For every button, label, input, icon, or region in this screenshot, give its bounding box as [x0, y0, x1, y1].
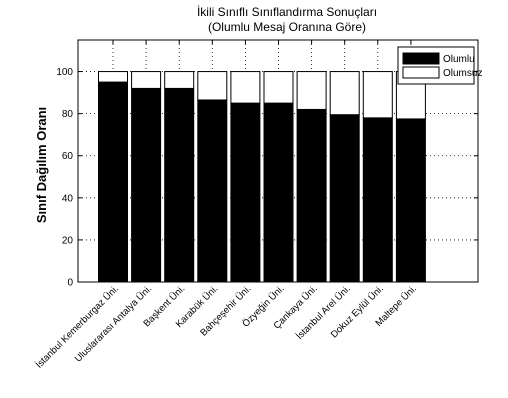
- y-tick-label: 60: [62, 151, 74, 162]
- bars-group: [98, 71, 426, 283]
- bar-olumlu: [197, 99, 228, 283]
- bar-olumlu: [263, 102, 294, 283]
- bar-olumlu: [296, 108, 327, 283]
- bar-olumlu: [164, 87, 195, 283]
- bar-olumsuz: [263, 71, 294, 104]
- y-tick-label: 20: [62, 235, 74, 246]
- bar-olumsuz: [131, 71, 162, 89]
- y-tick-label: 100: [56, 67, 73, 78]
- legend-label-olumlu: Olumlu: [443, 54, 475, 65]
- chart-subtitle: (Olumlu Mesaj Oranına Göre): [208, 20, 366, 34]
- y-axis-label: Sınıf Dağılım Oranı: [34, 107, 49, 223]
- bar-olumsuz: [362, 71, 393, 119]
- legend-swatch-olumlu: [402, 52, 440, 65]
- bar-olumsuz: [329, 71, 360, 116]
- legend-swatch-olumsuz: [402, 66, 440, 79]
- bar-olumlu: [395, 118, 426, 283]
- bar-olumsuz: [98, 71, 128, 83]
- y-tick-label: 40: [62, 193, 74, 204]
- chart-title: İkili Sınıflı Sınıflandırma Sonuçları: [197, 5, 377, 19]
- bar-olumlu: [329, 114, 360, 283]
- bar-olumlu: [362, 117, 393, 283]
- bar-olumsuz: [197, 71, 228, 101]
- bar-olumlu: [98, 81, 128, 283]
- bar-olumlu: [131, 87, 162, 283]
- legend-label-olumsuz: Olumsuz: [443, 68, 482, 79]
- bar-olumlu: [230, 102, 261, 283]
- y-tick-label: 0: [67, 278, 73, 289]
- legend: Olumlu Olumsuz: [397, 46, 482, 85]
- y-tick-label: 80: [62, 109, 74, 120]
- bar-olumsuz: [230, 71, 261, 104]
- bar-olumsuz: [164, 71, 195, 89]
- bar-olumsuz: [296, 71, 327, 110]
